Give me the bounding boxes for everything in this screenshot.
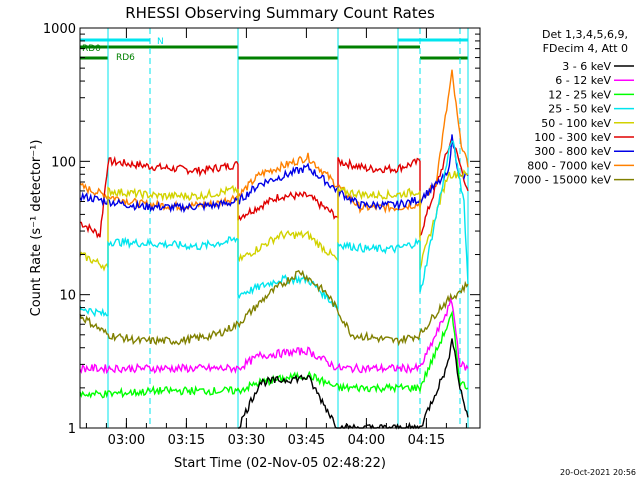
series-line-1	[79, 69, 469, 214]
x-tick-label-0: 03:00	[108, 433, 145, 448]
axes: 03:00 03:15 03:30 03:45 04:00 04:15 1 10 100 1000	[43, 22, 480, 448]
legend-header-0: Det 1,3,4,5,6,9,	[542, 28, 628, 41]
legend-label-4: 50 - 100 keV	[541, 117, 611, 130]
legend-label-6: 300 - 800 keV	[534, 145, 611, 158]
x-tick-label-4: 04:00	[348, 433, 385, 448]
legend-header-1: FDecim 4, Att 0	[543, 42, 628, 55]
chart-title: RHESSI Observing Summary Count Rates	[125, 4, 435, 22]
series-line-2	[79, 134, 469, 214]
x-tick-label-1: 03:15	[168, 433, 205, 448]
x-axis-label: Start Time (02-Nov-05 02:48:22)	[174, 456, 386, 471]
flag-label-1: N	[157, 37, 164, 47]
y-tick-label-1: 10	[59, 289, 76, 304]
legend-label-2: 12 - 25 keV	[548, 88, 611, 101]
flag-bars: N RD0 RD6	[80, 37, 468, 63]
y-tick-label-0: 1	[68, 422, 76, 437]
legend-label-1: 6 - 12 keV	[555, 74, 611, 87]
series-line-6	[79, 297, 469, 375]
series-line-3	[79, 169, 469, 272]
series-line-5	[79, 269, 469, 347]
legend-label-7: 800 - 7000 keV	[527, 159, 611, 172]
plot-frame	[79, 27, 481, 429]
x-tick-label-2: 03:30	[228, 433, 265, 448]
x-tick-label-3: 03:45	[288, 433, 325, 448]
legend: Det 1,3,4,5,6,9,FDecim 4, Att 0 3 - 6 keV…	[513, 28, 634, 187]
series-line-0	[79, 137, 469, 239]
series-layer	[79, 69, 469, 430]
footer-date: 20-Oct-2021 20:56	[560, 468, 636, 477]
series-line-4	[79, 140, 469, 318]
flag-label-2: RD0	[82, 44, 101, 54]
y-tick-label-2: 100	[51, 155, 76, 170]
x-tick-label-5: 04:15	[408, 433, 445, 448]
y-tick-label-3: 1000	[43, 22, 76, 37]
flag-label-3: RD6	[116, 53, 135, 63]
legend-label-3: 25 - 50 keV	[548, 103, 611, 116]
y-axis-label: Count Rate (s⁻¹ detector⁻¹)	[29, 140, 44, 317]
legend-label-0: 3 - 6 keV	[562, 60, 611, 73]
legend-label-5: 100 - 300 keV	[534, 131, 611, 144]
legend-label-8: 7000 - 15000 keV	[513, 174, 611, 187]
